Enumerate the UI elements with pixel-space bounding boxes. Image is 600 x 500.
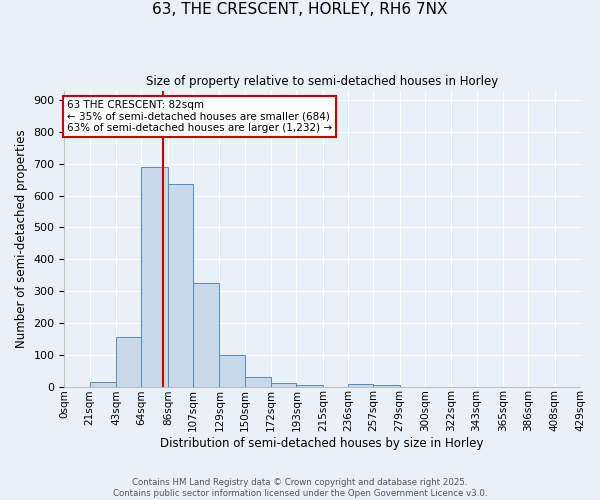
Text: Contains HM Land Registry data © Crown copyright and database right 2025.
Contai: Contains HM Land Registry data © Crown c… bbox=[113, 478, 487, 498]
Bar bbox=[168, 184, 193, 386]
Text: 63, THE CRESCENT, HORLEY, RH6 7NX: 63, THE CRESCENT, HORLEY, RH6 7NX bbox=[152, 2, 448, 18]
Bar bbox=[89, 382, 116, 386]
Bar bbox=[245, 377, 271, 386]
Bar bbox=[271, 382, 296, 386]
Y-axis label: Number of semi-detached properties: Number of semi-detached properties bbox=[15, 129, 28, 348]
Bar bbox=[296, 385, 323, 386]
Bar bbox=[373, 385, 400, 386]
Title: Size of property relative to semi-detached houses in Horley: Size of property relative to semi-detach… bbox=[146, 75, 499, 88]
Bar bbox=[116, 337, 142, 386]
X-axis label: Distribution of semi-detached houses by size in Horley: Distribution of semi-detached houses by … bbox=[160, 437, 484, 450]
Bar bbox=[348, 384, 373, 386]
Bar bbox=[193, 283, 220, 387]
Text: 63 THE CRESCENT: 82sqm
← 35% of semi-detached houses are smaller (684)
63% of se: 63 THE CRESCENT: 82sqm ← 35% of semi-det… bbox=[67, 100, 332, 134]
Bar bbox=[142, 167, 168, 386]
Bar bbox=[220, 356, 245, 386]
